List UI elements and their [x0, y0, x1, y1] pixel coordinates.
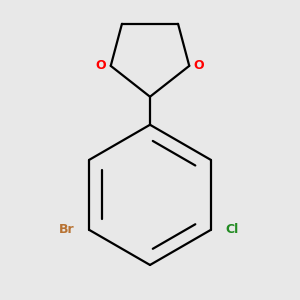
Text: Br: Br [59, 224, 75, 236]
Text: O: O [194, 59, 204, 72]
Text: O: O [96, 59, 106, 72]
Text: Cl: Cl [225, 224, 238, 236]
